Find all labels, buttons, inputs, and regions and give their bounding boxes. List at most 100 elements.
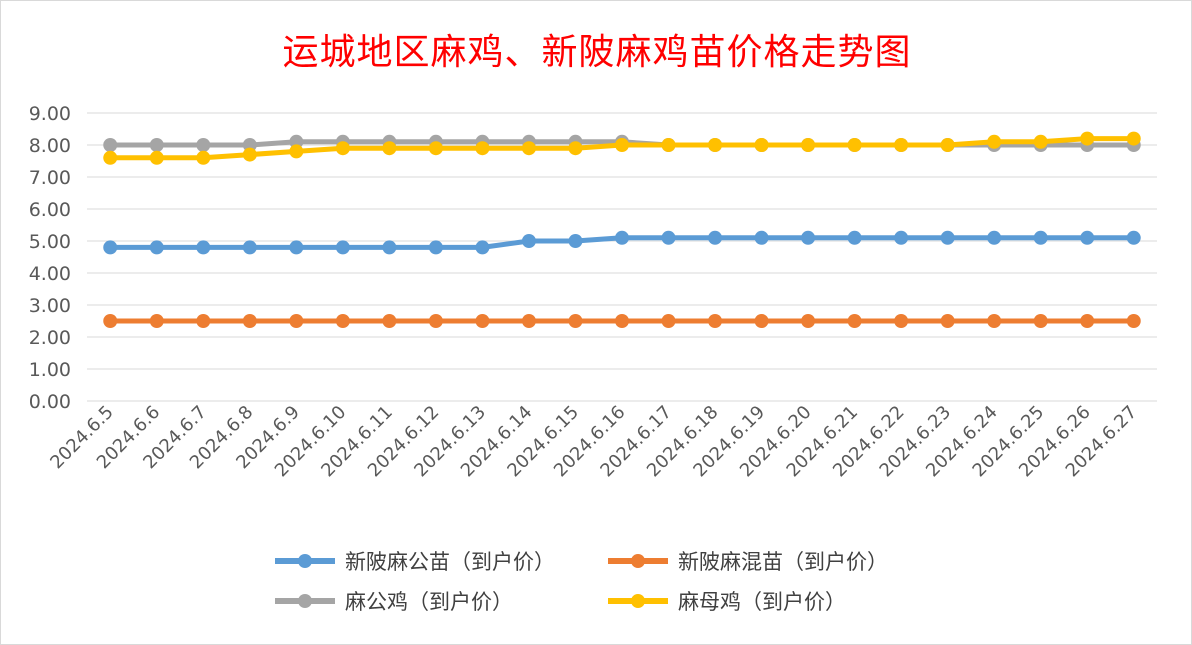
- data-point: [615, 138, 629, 152]
- data-point: [568, 314, 583, 328]
- data-point: [615, 314, 629, 328]
- data-point: [428, 314, 443, 328]
- data-point: [149, 240, 164, 255]
- series-0: [103, 230, 1141, 255]
- data-point: [615, 230, 629, 245]
- data-point: [196, 150, 211, 165]
- data-point: [661, 138, 676, 152]
- data-point: [940, 138, 955, 152]
- y-tick-label: 0.00: [29, 391, 71, 413]
- y-axis: 0.00 1.00 2.00 3.00 4.00 5.00 6.00 7.00 8.00 9.00: [29, 103, 71, 413]
- data-point: [754, 138, 769, 152]
- x-axis: 2024.6.52024.6.62024.6.72024.6.82024.6.9…: [46, 402, 1141, 482]
- data-point: [149, 150, 164, 165]
- y-tick-label: 9.00: [29, 103, 71, 125]
- legend-label-0: 新陂麻公苗（到户价）: [345, 550, 555, 574]
- data-point: [475, 141, 490, 156]
- legend-item-0: 新陂麻公苗（到户价）: [273, 546, 555, 576]
- data-point: [1033, 230, 1048, 245]
- data-point: [987, 230, 1002, 245]
- data-point: [847, 314, 862, 328]
- data-point: [103, 138, 118, 152]
- data-point: [708, 230, 723, 245]
- legend-item-3: 麻母鸡（到户价）: [606, 586, 846, 616]
- data-point: [382, 240, 397, 255]
- data-point: [754, 314, 769, 328]
- data-point: [847, 138, 862, 152]
- legend-marker-0: [275, 554, 335, 568]
- data-point: [987, 134, 1002, 149]
- series-3: [103, 131, 1141, 165]
- data-point: [1080, 131, 1095, 146]
- data-point: [1033, 134, 1048, 149]
- y-tick-label: 8.00: [29, 135, 71, 157]
- data-point: [335, 141, 350, 156]
- data-point: [428, 240, 443, 255]
- data-point: [847, 230, 862, 245]
- legend-label-3: 麻母鸡（到户价）: [678, 590, 846, 614]
- y-tick-label: 3.00: [29, 295, 71, 317]
- data-point: [196, 314, 211, 328]
- data-point: [335, 314, 350, 328]
- data-point: [521, 314, 536, 328]
- y-tick-label: 4.00: [29, 263, 71, 285]
- data-point: [801, 230, 816, 245]
- legend-marker-2: [275, 594, 335, 608]
- data-point: [568, 141, 583, 156]
- data-point: [708, 138, 723, 152]
- legend-label-2: 麻公鸡（到户价）: [345, 590, 513, 614]
- data-point: [242, 147, 257, 162]
- data-point: [103, 240, 118, 255]
- data-point: [289, 240, 304, 255]
- data-point: [1033, 314, 1048, 328]
- data-point: [335, 240, 350, 255]
- data-point: [1126, 131, 1141, 146]
- data-point: [475, 240, 490, 255]
- data-point: [196, 240, 211, 255]
- y-tick-label: 2.00: [29, 327, 71, 349]
- data-point: [149, 314, 164, 328]
- data-point: [894, 314, 909, 328]
- data-point: [1126, 314, 1141, 328]
- y-tick-label: 5.00: [29, 231, 71, 253]
- data-point: [521, 234, 536, 248]
- data-point: [708, 314, 723, 328]
- data-point: [568, 234, 583, 248]
- data-point: [940, 230, 955, 245]
- y-tick-label: 6.00: [29, 199, 71, 221]
- y-tick-label: 7.00: [29, 167, 71, 189]
- data-point: [940, 314, 955, 328]
- data-point: [289, 144, 304, 159]
- data-point: [382, 141, 397, 156]
- data-point: [1080, 230, 1095, 245]
- data-point: [196, 138, 211, 152]
- legend-item-2: 麻公鸡（到户价）: [273, 586, 513, 616]
- data-point: [1126, 230, 1141, 245]
- data-point: [242, 138, 257, 152]
- data-point: [103, 314, 118, 328]
- data-point: [242, 240, 257, 255]
- legend-label-1: 新陂麻混苗（到户价）: [678, 550, 888, 574]
- y-tick-label: 1.00: [29, 359, 71, 381]
- data-point: [475, 314, 490, 328]
- data-point: [661, 314, 676, 328]
- legend-marker-1: [608, 554, 668, 568]
- data-point: [754, 230, 769, 245]
- legend-marker-3: [608, 594, 668, 608]
- data-point: [428, 141, 443, 156]
- data-point: [242, 314, 257, 328]
- data-point: [149, 138, 164, 152]
- data-point: [987, 314, 1002, 328]
- series-1: [103, 314, 1141, 328]
- data-point: [103, 150, 118, 165]
- legend-item-1: 新陂麻混苗（到户价）: [606, 546, 888, 576]
- data-point: [289, 314, 304, 328]
- data-point: [801, 138, 816, 152]
- chart-title: 运城地区麻鸡、新陂麻鸡苗价格走势图: [282, 32, 912, 73]
- data-point: [894, 138, 909, 152]
- data-point: [382, 314, 397, 328]
- data-point: [661, 230, 676, 245]
- data-point: [521, 141, 536, 156]
